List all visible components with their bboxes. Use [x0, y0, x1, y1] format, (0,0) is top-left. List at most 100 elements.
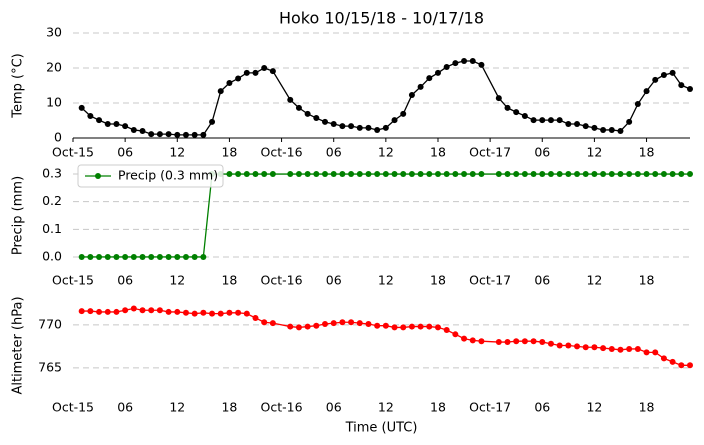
data-point	[521, 171, 528, 178]
data-point	[226, 171, 233, 178]
data-point	[182, 253, 189, 260]
x-tick-label: 18	[221, 273, 237, 288]
y-tick-label: 0	[54, 130, 62, 145]
data-point	[556, 171, 563, 178]
data-point	[182, 309, 189, 316]
x-tick-label: 12	[586, 400, 602, 415]
y-tick-label: 0.1	[42, 221, 62, 236]
data-point	[96, 253, 103, 260]
data-point	[269, 171, 276, 178]
data-point	[582, 171, 589, 178]
data-point	[122, 307, 129, 314]
x-tick-label: 06	[534, 145, 550, 160]
data-point	[591, 124, 598, 131]
x-tick-label: 06	[117, 273, 133, 288]
y-axis-label: Temp (°C)	[11, 53, 26, 119]
data-point	[322, 171, 329, 178]
y-tick-label: 30	[46, 25, 62, 40]
data-point	[400, 171, 407, 178]
series-line	[81, 307, 690, 366]
y-tick-label: 770	[38, 316, 62, 331]
data-point	[608, 345, 615, 352]
data-point	[513, 109, 520, 116]
data-point	[174, 308, 181, 315]
y-axis-label: Precip (mm)	[11, 176, 26, 255]
data-point	[687, 86, 693, 92]
data-point	[461, 335, 468, 342]
x-tick-label: 12	[169, 273, 185, 288]
data-point	[443, 171, 450, 178]
data-point	[139, 307, 146, 314]
data-point	[287, 96, 294, 103]
data-point	[452, 171, 459, 178]
data-point	[365, 320, 372, 327]
x-tick-label: 18	[221, 145, 237, 160]
data-point	[626, 118, 633, 125]
data-point	[669, 69, 676, 76]
data-point	[104, 253, 111, 260]
data-point	[547, 340, 554, 347]
data-point	[478, 171, 485, 178]
data-point	[252, 69, 259, 76]
data-point	[495, 171, 502, 178]
data-point	[434, 324, 441, 331]
x-tick-label: Oct-15	[52, 400, 94, 415]
data-point	[626, 171, 633, 178]
data-point	[365, 124, 372, 131]
y-tick-label: 20	[46, 60, 62, 75]
data-point	[652, 76, 659, 83]
data-point	[669, 171, 676, 178]
data-point	[591, 344, 598, 351]
data-point	[165, 253, 172, 260]
data-point	[226, 80, 233, 87]
data-point	[130, 253, 137, 260]
x-tick-label: 12	[378, 400, 394, 415]
x-tick-label: Oct-16	[261, 400, 303, 415]
data-point	[495, 339, 502, 346]
data-point	[400, 324, 407, 331]
data-point	[78, 253, 85, 260]
data-point	[478, 338, 485, 345]
data-point	[348, 319, 355, 326]
data-point	[261, 319, 268, 326]
data-point	[356, 171, 363, 178]
data-point	[339, 123, 346, 130]
x-tick-label: 06	[326, 145, 342, 160]
data-point	[287, 171, 294, 178]
x-tick-label: Oct-17	[469, 400, 511, 415]
data-point	[348, 171, 355, 178]
data-point	[687, 362, 693, 369]
data-point	[565, 342, 572, 349]
data-point	[617, 346, 624, 353]
x-tick-label: 12	[169, 400, 185, 415]
x-tick-label: 18	[639, 400, 655, 415]
data-point	[330, 320, 337, 327]
data-point	[469, 171, 476, 178]
data-point	[165, 131, 172, 138]
data-point	[130, 305, 137, 312]
data-point	[608, 171, 615, 178]
data-point	[156, 253, 163, 260]
data-point	[322, 118, 329, 125]
data-point	[374, 171, 381, 178]
data-point	[426, 171, 433, 178]
x-tick-label: 06	[534, 273, 550, 288]
data-point	[660, 72, 667, 78]
x-tick-label: 18	[430, 145, 446, 160]
data-point	[252, 171, 259, 178]
data-point	[261, 65, 268, 71]
data-point	[530, 171, 537, 178]
data-point	[600, 126, 607, 133]
data-point	[634, 345, 641, 352]
data-point	[452, 331, 459, 338]
data-point	[513, 338, 520, 345]
data-point	[295, 104, 302, 111]
x-tick-label: 18	[430, 273, 446, 288]
data-point	[565, 121, 572, 127]
x-tick-label: Oct-16	[261, 145, 303, 160]
data-point	[660, 355, 667, 362]
data-point	[322, 320, 329, 327]
data-point	[634, 171, 641, 178]
x-tick-label: Oct-16	[261, 273, 303, 288]
